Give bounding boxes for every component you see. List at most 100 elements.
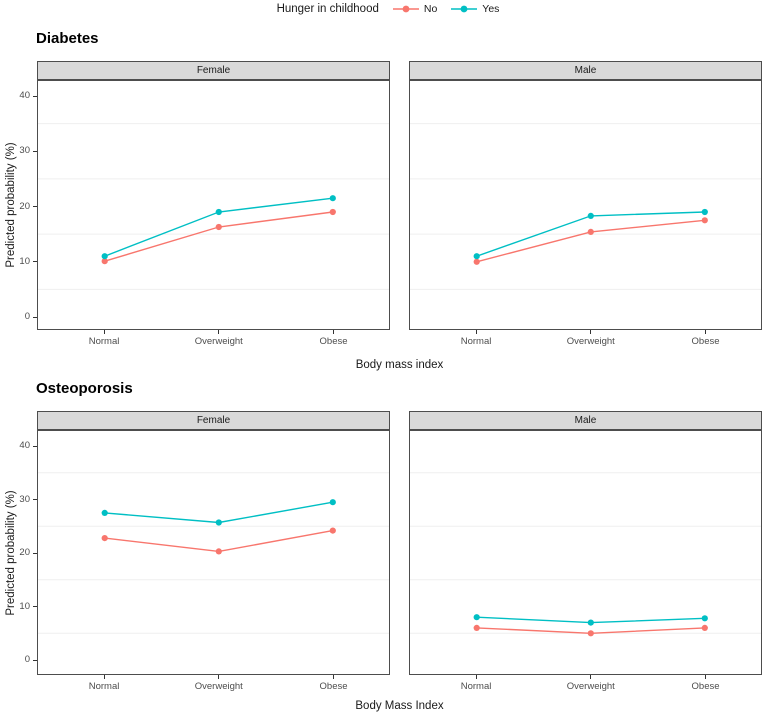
facet-strip-female: Female bbox=[37, 61, 390, 80]
facet-strip-female: Female bbox=[37, 411, 390, 430]
panel-diabetes-male bbox=[409, 80, 762, 330]
legend-item-label: Yes bbox=[482, 3, 500, 15]
data-point-no bbox=[329, 208, 336, 216]
y-tick-mark bbox=[32, 499, 37, 501]
series-line-no bbox=[476, 219, 705, 263]
y-tick-mark bbox=[32, 606, 37, 608]
data-point-yes bbox=[101, 509, 108, 516]
facet-strip-male: Male bbox=[409, 411, 762, 430]
y-tick-mark bbox=[32, 95, 37, 97]
data-point-yes bbox=[701, 615, 708, 622]
y-tick-label: 10 bbox=[19, 255, 30, 267]
data-point-no bbox=[473, 258, 480, 265]
data-point-yes bbox=[587, 212, 594, 219]
y-tick-mark bbox=[32, 261, 37, 263]
panel-diabetes-female bbox=[37, 80, 390, 330]
data-point-yes bbox=[329, 195, 336, 202]
x-tick-label: Obese bbox=[319, 681, 348, 692]
x-tick-label: Obese bbox=[691, 336, 720, 347]
y-tick-label: 30 bbox=[19, 145, 30, 157]
legend-key-icon bbox=[392, 5, 419, 13]
y-tick-label: 40 bbox=[19, 440, 30, 452]
panel-osteoporosis-male bbox=[409, 430, 762, 675]
x-tick-mark bbox=[218, 675, 220, 679]
y-tick-mark bbox=[32, 659, 37, 661]
legend-title: Hunger in childhood bbox=[276, 3, 379, 15]
series-line-no bbox=[104, 211, 333, 262]
data-point-no bbox=[101, 258, 108, 265]
series-line-no bbox=[104, 529, 333, 553]
legend-key-icon bbox=[451, 5, 478, 13]
axis-title-x: Body mass index bbox=[355, 359, 444, 371]
chart-title: Osteoporosis bbox=[36, 380, 133, 397]
facet-strip-label: Female bbox=[196, 65, 231, 76]
y-tick-mark bbox=[32, 150, 37, 152]
data-point-no bbox=[587, 630, 594, 637]
legend-item-label: No bbox=[423, 3, 438, 15]
x-tick-mark bbox=[103, 675, 105, 679]
legend-item-no: No bbox=[392, 2, 437, 16]
data-point-no bbox=[701, 217, 708, 224]
data-point-yes bbox=[587, 619, 594, 626]
y-tick-label: 40 bbox=[19, 90, 30, 102]
facet-strip-label: Female bbox=[196, 415, 231, 426]
x-tick-mark bbox=[705, 675, 707, 679]
legend: Hunger in childhood No Yes bbox=[0, 0, 776, 18]
x-tick-mark bbox=[475, 675, 477, 679]
x-tick-label: Obese bbox=[319, 336, 348, 347]
x-tick-label: Overweight bbox=[566, 681, 615, 692]
y-tick-label: 20 bbox=[19, 200, 30, 212]
y-tick-label: 10 bbox=[19, 600, 30, 612]
legend-item-yes: Yes bbox=[450, 2, 499, 16]
data-point-yes bbox=[101, 253, 108, 260]
x-tick-label: Overweight bbox=[566, 336, 615, 347]
panel-canvas bbox=[38, 472, 389, 634]
x-tick-label: Normal bbox=[460, 336, 492, 347]
y-tick-label: 30 bbox=[19, 493, 30, 505]
facet-strip-label: Male bbox=[574, 415, 597, 426]
panel-canvas bbox=[410, 472, 761, 637]
facet-strip-male: Male bbox=[409, 61, 762, 80]
y-tick-label: 0 bbox=[24, 311, 30, 323]
y-tick-label: 20 bbox=[19, 547, 30, 559]
x-tick-mark bbox=[218, 330, 220, 334]
data-point-yes bbox=[329, 499, 336, 506]
facet-strip-label: Male bbox=[574, 65, 597, 76]
y-tick-label: 0 bbox=[24, 654, 30, 666]
x-tick-mark bbox=[705, 330, 707, 334]
data-point-no bbox=[215, 223, 222, 231]
x-tick-label: Normal bbox=[88, 681, 120, 692]
data-point-no bbox=[101, 535, 108, 542]
x-tick-label: Overweight bbox=[194, 336, 243, 347]
x-tick-label: Normal bbox=[88, 336, 120, 347]
y-tick-mark bbox=[32, 316, 37, 318]
data-point-no bbox=[329, 527, 336, 534]
data-point-no bbox=[701, 624, 708, 631]
chart-title: Diabetes bbox=[36, 30, 99, 47]
data-point-yes bbox=[473, 253, 480, 260]
x-tick-mark bbox=[590, 330, 592, 334]
data-point-yes bbox=[215, 208, 222, 216]
panel-canvas bbox=[38, 123, 389, 290]
data-point-no bbox=[473, 624, 480, 631]
x-tick-label: Obese bbox=[691, 681, 720, 692]
x-tick-mark bbox=[333, 675, 335, 679]
data-point-yes bbox=[473, 614, 480, 621]
y-tick-mark bbox=[32, 445, 37, 447]
y-tick-mark bbox=[32, 552, 37, 554]
x-tick-label: Normal bbox=[460, 681, 492, 692]
x-tick-mark bbox=[333, 330, 335, 334]
data-point-no bbox=[215, 548, 222, 555]
panel-canvas bbox=[410, 123, 761, 290]
panel-osteoporosis-female bbox=[37, 430, 390, 675]
x-tick-mark bbox=[475, 330, 477, 334]
x-tick-mark bbox=[590, 675, 592, 679]
axis-title-x: Body Mass Index bbox=[355, 700, 444, 712]
x-tick-mark bbox=[103, 330, 105, 334]
y-tick-mark bbox=[32, 206, 37, 208]
data-point-yes bbox=[215, 519, 222, 526]
x-tick-label: Overweight bbox=[194, 681, 243, 692]
data-point-yes bbox=[701, 208, 708, 216]
data-point-no bbox=[587, 228, 594, 235]
